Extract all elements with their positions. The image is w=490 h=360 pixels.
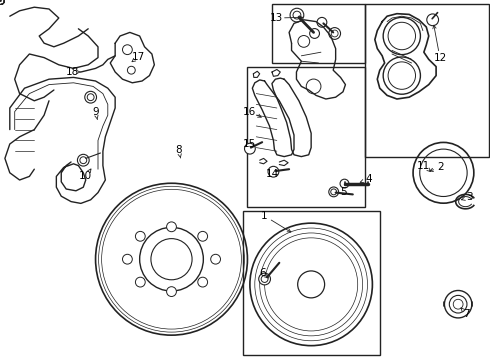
Circle shape — [85, 91, 97, 103]
Text: 13: 13 — [270, 13, 284, 23]
Circle shape — [245, 143, 255, 154]
Bar — [272, 4, 365, 63]
Text: 14: 14 — [266, 168, 280, 179]
Circle shape — [259, 273, 270, 285]
Circle shape — [383, 57, 420, 94]
Text: 11: 11 — [417, 161, 431, 171]
Circle shape — [329, 28, 341, 39]
Text: 5: 5 — [340, 187, 346, 197]
Text: 12: 12 — [433, 53, 447, 63]
Text: 2: 2 — [438, 162, 444, 172]
Text: 3: 3 — [466, 192, 473, 202]
Circle shape — [77, 154, 89, 166]
Text: 4: 4 — [365, 174, 372, 184]
Circle shape — [211, 254, 220, 264]
Circle shape — [340, 179, 349, 188]
Circle shape — [306, 79, 321, 94]
Text: 18: 18 — [65, 67, 79, 77]
Circle shape — [198, 277, 208, 287]
Circle shape — [268, 166, 279, 177]
Text: 9: 9 — [92, 107, 99, 117]
Circle shape — [298, 36, 310, 47]
Circle shape — [317, 17, 327, 27]
Circle shape — [122, 254, 132, 264]
Circle shape — [427, 14, 439, 26]
Text: 17: 17 — [132, 51, 146, 62]
Bar — [247, 67, 365, 207]
Text: 16: 16 — [243, 107, 257, 117]
Text: 10: 10 — [79, 171, 92, 181]
Bar — [243, 211, 380, 355]
Text: 8: 8 — [175, 145, 182, 156]
Text: 6: 6 — [259, 268, 266, 278]
Circle shape — [135, 231, 145, 241]
Circle shape — [135, 277, 145, 287]
Circle shape — [383, 17, 420, 55]
Circle shape — [329, 187, 339, 197]
Circle shape — [167, 222, 176, 232]
Text: 15: 15 — [243, 139, 257, 149]
Text: 1: 1 — [261, 211, 268, 221]
Text: 7: 7 — [463, 309, 470, 319]
Circle shape — [198, 231, 208, 241]
Bar — [365, 4, 489, 157]
Circle shape — [167, 287, 176, 297]
Circle shape — [290, 8, 304, 22]
Circle shape — [310, 28, 319, 39]
